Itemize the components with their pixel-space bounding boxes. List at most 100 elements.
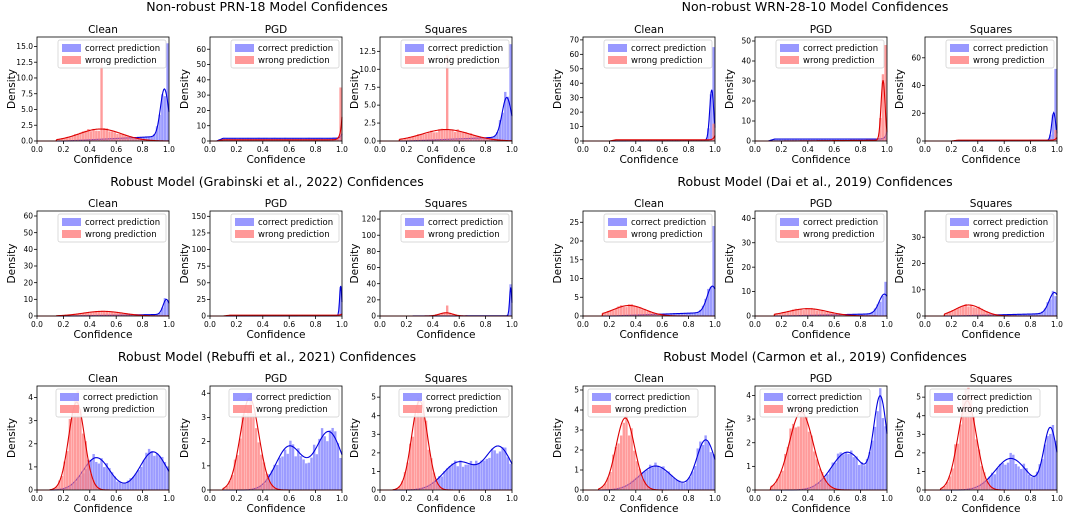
wrong-bar xyxy=(617,306,620,316)
wrong-bar xyxy=(778,474,782,490)
wrong-bar xyxy=(480,137,483,141)
wrong-bar xyxy=(252,139,255,141)
wrong-bar xyxy=(432,472,436,490)
wrong-bar xyxy=(73,396,77,490)
legend-label-correct: correct prediction xyxy=(787,393,862,403)
correct-bar xyxy=(155,314,159,316)
wrong-bar xyxy=(228,481,231,490)
panel-r1-g1-squares: 0.0 0.2 0.4 0.6 0.8 1.0 0.0 2.5 5.0 7.5 10.0 12.5 Sq… xyxy=(349,24,518,166)
correct-bar xyxy=(339,457,342,490)
wrong-bar xyxy=(92,128,95,141)
correct-bar xyxy=(273,464,276,490)
panel-r3-g2-pgd: 0.0 0.2 0.4 0.6 0.8 1.0 0 1 2 3 4 PGD Confidence Dens… xyxy=(724,373,893,515)
correct-bar xyxy=(163,461,167,490)
x-tick-label: 0.0 xyxy=(374,494,386,503)
correct-bar xyxy=(124,483,127,490)
axes-frame xyxy=(582,210,716,317)
wrong-bar xyxy=(991,488,994,490)
wrong-bar xyxy=(649,488,652,490)
correct-bar xyxy=(683,313,686,316)
legend-box xyxy=(945,213,1055,243)
legend-label-wrong: wrong prediction xyxy=(85,230,157,240)
wrong-bar xyxy=(430,130,433,141)
correct-bar xyxy=(286,453,289,490)
legend-label-wrong: wrong prediction xyxy=(973,56,1045,66)
x-tick-label: 0.6 xyxy=(998,145,1010,154)
correct-bar xyxy=(121,483,124,490)
x-tick-label: 0.4 xyxy=(84,494,96,503)
y-tick-label: 0 xyxy=(916,312,921,321)
y-axis-label: Density xyxy=(179,69,191,109)
correct-bar xyxy=(704,298,707,316)
correct-bar xyxy=(826,139,829,141)
y-tick-label: 1 xyxy=(916,467,921,476)
panel-title: Clean xyxy=(634,24,664,36)
wrong-bar xyxy=(443,129,446,141)
x-axis-label: Confidence xyxy=(416,503,475,515)
x-tick-label: 0.0 xyxy=(204,145,216,154)
wrong-bar xyxy=(975,307,978,316)
legend-label-correct: correct prediction xyxy=(258,44,333,54)
y-tick-label: 10.0 xyxy=(16,74,33,83)
panel-r3-g2-clean: 0.0 0.2 0.4 0.6 0.8 1.0 0 1 2 3 4 5 Clean Confidence D… xyxy=(552,373,721,515)
x-tick-label: 0.2 xyxy=(57,320,69,329)
x-tick-label: 0.6 xyxy=(110,145,122,154)
correct-bar xyxy=(147,136,151,141)
legend-label-wrong: wrong prediction xyxy=(631,230,703,240)
legend-swatch-correct xyxy=(235,44,254,52)
panel-r3-g2-squares: 0.0 0.2 0.4 0.6 0.8 1.0 0 1 2 3 4 5 Squares Confidenc… xyxy=(894,373,1063,515)
legend: correct prediction wrong prediction xyxy=(775,39,885,69)
wrong-bar xyxy=(649,311,652,316)
correct-bar xyxy=(1014,314,1018,316)
x-tick-label: 0.6 xyxy=(283,320,295,329)
correct-bar xyxy=(672,313,676,316)
correct-bar xyxy=(145,452,148,490)
wrong-bar xyxy=(257,139,260,141)
x-tick-label: 0.2 xyxy=(230,494,242,503)
correct-bar xyxy=(334,431,337,490)
wrong-bar xyxy=(289,139,292,141)
wrong-bar xyxy=(398,486,401,490)
y-tick-label: 0 xyxy=(746,312,751,321)
correct-bar xyxy=(153,455,156,490)
wrong-bar xyxy=(881,74,885,141)
x-tick-label: 1.0 xyxy=(709,320,721,329)
correct-bar xyxy=(696,312,699,316)
x-tick-label: 1.0 xyxy=(881,320,893,329)
correct-bar xyxy=(456,466,459,490)
y-axis-label: Density xyxy=(349,244,361,284)
correct-bar xyxy=(818,138,821,141)
wrong-bar xyxy=(879,118,882,141)
correct-bar xyxy=(158,114,161,141)
panel-title: PGD xyxy=(265,373,288,385)
wrong-bar xyxy=(241,414,245,490)
correct-bar xyxy=(852,457,856,490)
wrong-bar xyxy=(76,390,79,490)
correct-bar xyxy=(318,438,321,490)
correct-bar xyxy=(998,464,1002,490)
x-tick-label: 0.4 xyxy=(427,145,439,154)
wrong-bar xyxy=(691,140,694,141)
x-tick-label: 0.2 xyxy=(230,145,242,154)
x-tick-label: 1.0 xyxy=(506,494,518,503)
x-tick-label: 0.6 xyxy=(828,320,840,329)
wrong-kde-line xyxy=(210,313,343,317)
correct-bar xyxy=(310,457,313,490)
axes-frame xyxy=(379,385,513,491)
wrong-bar xyxy=(260,454,263,490)
legend-swatch-correct xyxy=(60,393,79,401)
y-tick-label: 60 xyxy=(911,53,921,62)
x-tick-label: 0.8 xyxy=(1025,494,1037,503)
x-axis-label: Confidence xyxy=(619,329,678,341)
correct-bar xyxy=(860,314,863,316)
correct-bar xyxy=(654,462,657,490)
correct-bar xyxy=(855,456,858,490)
correct-bar xyxy=(991,472,994,490)
wrong-bar xyxy=(401,138,404,141)
wrong-bar xyxy=(132,137,135,141)
y-axis-label: Density xyxy=(349,69,361,109)
y-tick-label: 20 xyxy=(196,106,206,115)
wrong-bar xyxy=(236,455,239,490)
correct-bar xyxy=(509,284,512,316)
suptitle-row1-left: Non-robust PRN-18 Model Confidences xyxy=(146,0,387,14)
